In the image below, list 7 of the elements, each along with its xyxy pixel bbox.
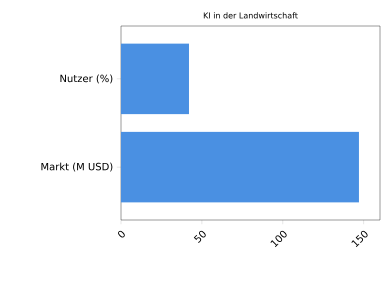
x-tick-label: 0	[118, 230, 125, 238]
x-tick-label: 50	[194, 230, 206, 243]
y-tick-label: Markt (M USD)	[41, 162, 112, 172]
chart-title: KI in der Landwirtschaft	[204, 12, 298, 18]
x-tick-label: 150	[351, 230, 368, 248]
x-tick-label: 100	[270, 230, 287, 248]
y-tick-label: Nutzer (%)	[60, 74, 112, 84]
